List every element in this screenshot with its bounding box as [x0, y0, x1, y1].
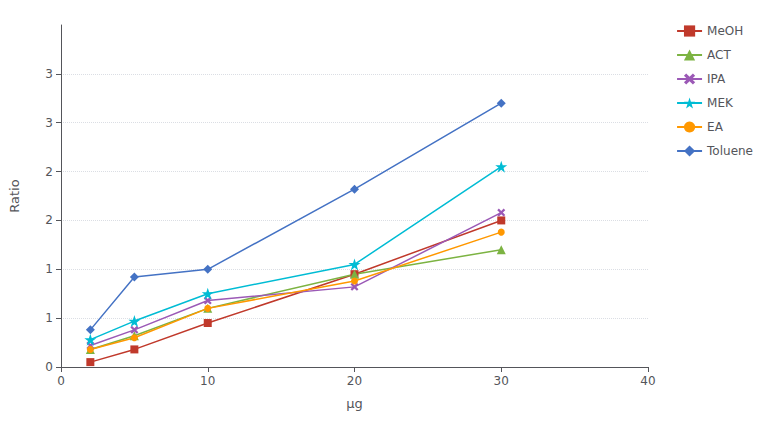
svg-text:10: 10 [200, 374, 215, 388]
svg-text:Toluene: Toluene [706, 144, 753, 158]
svg-text:μg: μg [346, 396, 363, 411]
svg-text:30: 30 [494, 374, 509, 388]
svg-text:2: 2 [45, 213, 53, 227]
svg-text:ACT: ACT [707, 48, 731, 62]
svg-text:40: 40 [640, 374, 655, 388]
svg-text:2: 2 [45, 165, 53, 179]
svg-text:1: 1 [45, 262, 53, 276]
svg-text:3: 3 [45, 67, 53, 81]
svg-text:0: 0 [57, 374, 65, 388]
svg-text:IPA: IPA [707, 72, 726, 86]
svg-text:Ratio: Ratio [7, 179, 22, 212]
svg-text:EA: EA [707, 120, 724, 134]
svg-text:0: 0 [45, 360, 53, 374]
svg-text:3: 3 [45, 116, 53, 130]
svg-text:MeOH: MeOH [707, 24, 743, 38]
svg-text:1: 1 [45, 311, 53, 325]
svg-text:MEK: MEK [707, 96, 734, 110]
svg-text:20: 20 [347, 374, 362, 388]
